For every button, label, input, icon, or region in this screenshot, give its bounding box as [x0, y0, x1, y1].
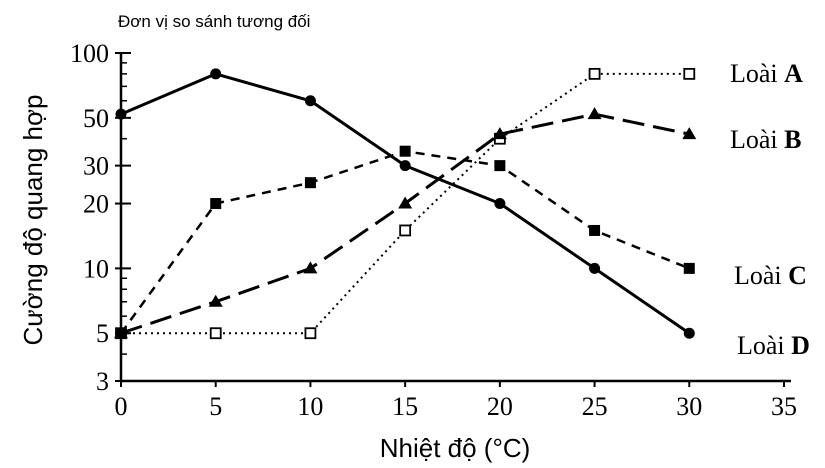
y-axis-label: Cường độ quang hợp — [18, 94, 48, 345]
series-label-d: Loài D — [737, 331, 810, 360]
y-tick-label: 30 — [83, 152, 109, 181]
data-point-a — [683, 67, 696, 80]
data-point-b — [303, 261, 318, 274]
x-tick-label: 5 — [209, 392, 222, 421]
series-label-b: Loài B — [730, 125, 802, 154]
data-point-c — [115, 327, 127, 339]
x-tick-label: 20 — [487, 392, 513, 421]
series-line-c — [119, 149, 690, 334]
x-tick-label: 10 — [297, 392, 323, 421]
data-point-d — [589, 262, 601, 274]
y-tick-label: 3 — [96, 367, 109, 396]
series-label-a: Loài A — [730, 59, 803, 88]
data-point-b — [492, 127, 507, 140]
x-tick-label: 30 — [676, 392, 702, 421]
data-point-d — [304, 95, 316, 107]
series-label-c: Loài C — [734, 261, 807, 290]
data-point-c — [210, 198, 222, 210]
data-point-d — [115, 108, 127, 120]
data-point-c — [589, 224, 601, 236]
y-tick-label: 10 — [83, 254, 109, 283]
data-point-c — [304, 177, 316, 189]
y-tick-label: 50 — [83, 104, 109, 133]
data-point-d — [494, 198, 506, 210]
data-point-d — [683, 327, 695, 339]
data-point-d — [399, 160, 411, 172]
data-point-c — [683, 262, 695, 274]
x-tick-label: 15 — [392, 392, 418, 421]
data-point-b — [682, 127, 697, 140]
y-tick-label: 20 — [83, 190, 109, 219]
unit-label: Đơn vị so sánh tương đối — [118, 12, 310, 31]
x-tick-label: 25 — [582, 392, 608, 421]
x-tick-label: 0 — [115, 392, 128, 421]
data-point-a — [588, 67, 601, 80]
data-point-b — [587, 107, 602, 120]
data-point-a — [399, 224, 412, 237]
data-point-c — [399, 145, 411, 157]
y-tick-label: 100 — [70, 39, 109, 68]
data-point-d — [210, 68, 222, 80]
y-tick-label: 5 — [96, 319, 109, 348]
data-point-a — [209, 327, 222, 340]
data-point-b — [208, 294, 223, 307]
data-point-a — [304, 327, 317, 340]
data-point-c — [494, 160, 506, 172]
x-axis-label: Nhiệt độ (°C) — [380, 433, 531, 463]
data-point-b — [398, 196, 413, 209]
x-tick-label: 35 — [771, 392, 797, 421]
